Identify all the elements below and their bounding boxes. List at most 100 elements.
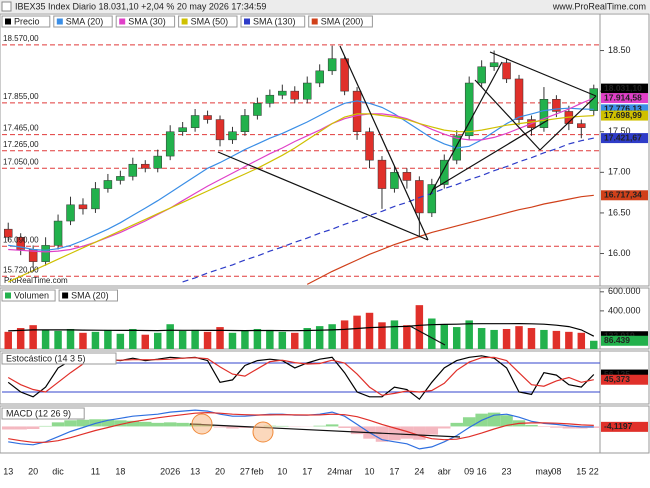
volume-bar (279, 332, 286, 349)
histogram-bar (39, 426, 51, 427)
histogram-bar (426, 426, 438, 434)
volume-bar (291, 333, 298, 349)
x-tick-label: 11 (91, 466, 100, 476)
candle-body (503, 63, 511, 79)
legend-swatch (244, 19, 250, 25)
histogram-bar (27, 426, 39, 429)
header-icon (2, 2, 11, 11)
level-label: 17.050,00 (3, 157, 39, 166)
x-tick-label: mar (337, 466, 353, 476)
volume-bar (254, 329, 261, 349)
volume-bar (191, 330, 198, 349)
candle-body (54, 221, 62, 245)
volume-bar (79, 333, 86, 349)
value-tag-label: 17.421,67 (604, 132, 642, 142)
x-tick-label: 24 (327, 466, 337, 476)
level-label: 16.090,00 (3, 235, 39, 244)
volume-bar (515, 326, 522, 349)
x-tick-label: 18 (115, 466, 125, 476)
level-label: 15.720,00 (3, 265, 39, 274)
panel (4, 305, 597, 349)
histogram-bar (152, 423, 164, 427)
candle-body (42, 245, 50, 261)
candle-body (67, 205, 75, 221)
volume-bar (366, 313, 373, 349)
candle-body (291, 91, 299, 99)
legend-swatch (62, 293, 68, 299)
y-tick-label: 16.00 (608, 248, 631, 258)
watermark: ProRealTime.com (4, 276, 68, 285)
histogram-bar (413, 426, 425, 439)
trend-line (218, 152, 428, 240)
volume-bar (129, 329, 136, 349)
series-line (183, 138, 594, 282)
x-tick-label: 15 (576, 466, 586, 476)
volume-bar (465, 320, 472, 349)
volume-bar (17, 328, 24, 349)
level-label: 18.570,00 (3, 34, 39, 43)
volume-bar (403, 325, 410, 349)
legend-swatch (182, 19, 188, 25)
volume-bar (166, 324, 173, 349)
volume-bar (204, 332, 211, 349)
volume-bar (229, 333, 236, 349)
x-tick-label: abr (438, 466, 451, 476)
candle-body (366, 132, 374, 160)
candle-body (253, 103, 261, 115)
volume-bar (453, 327, 460, 349)
volume-bar (490, 330, 497, 349)
x-tick-label: 2026 (160, 466, 180, 476)
trend-lines (190, 46, 596, 437)
legend-label: SMA (30) (128, 16, 166, 26)
histogram-bar (176, 423, 188, 427)
x-tick-label: 13 (190, 466, 200, 476)
histogram-bar (438, 426, 450, 428)
volume-bar (266, 330, 273, 349)
histogram-bar (451, 423, 463, 427)
volume-bar (590, 341, 597, 349)
trend-line (410, 326, 445, 345)
volume-bar (29, 325, 36, 349)
candle-body (154, 156, 162, 168)
candle-body (478, 67, 486, 83)
value-tag-label: 86.439 (604, 335, 630, 345)
legend-label: SMA (50) (191, 16, 229, 26)
x-tick-label: 08 (551, 466, 561, 476)
volume-bar (117, 334, 124, 349)
value-tag-label: 17.698,99 (604, 110, 642, 120)
x-tick-label: 10 (365, 466, 375, 476)
candle-body (278, 91, 286, 95)
candle-body (91, 189, 99, 209)
volume-bar (54, 331, 61, 349)
level-label: 17.465,00 (3, 124, 39, 133)
volume-bar (241, 331, 248, 349)
histogram-bar (313, 426, 325, 427)
volume-bar (528, 328, 535, 349)
series-line (307, 195, 594, 284)
value-tag-label: 16.717,34 (604, 190, 642, 200)
x-tick-label: 27 (240, 466, 250, 476)
legend-swatch (5, 293, 11, 299)
volume-bar (179, 331, 186, 349)
candle-body (515, 79, 523, 120)
header-site: www.ProRealTime.com (552, 1, 646, 11)
candle-body (141, 164, 149, 168)
highlight-circle (192, 414, 212, 434)
y-tick-label: 18.50 (608, 45, 631, 55)
volume-bar (104, 330, 111, 349)
volume-bar (503, 329, 510, 349)
x-tick-label: 17 (302, 466, 312, 476)
volume-bar (303, 328, 310, 349)
histogram-bar (14, 426, 26, 429)
candle-body (166, 132, 174, 156)
series-line (8, 101, 594, 250)
legend-label: Volumen (14, 290, 49, 300)
histogram-bar (52, 422, 64, 426)
volume-bar (4, 332, 11, 349)
candle-body (129, 164, 137, 176)
series-line (8, 98, 594, 252)
volume-bar (67, 329, 74, 349)
legend-swatch (57, 19, 63, 25)
legend-swatch (312, 19, 318, 25)
x-tick-label: 24 (414, 466, 424, 476)
